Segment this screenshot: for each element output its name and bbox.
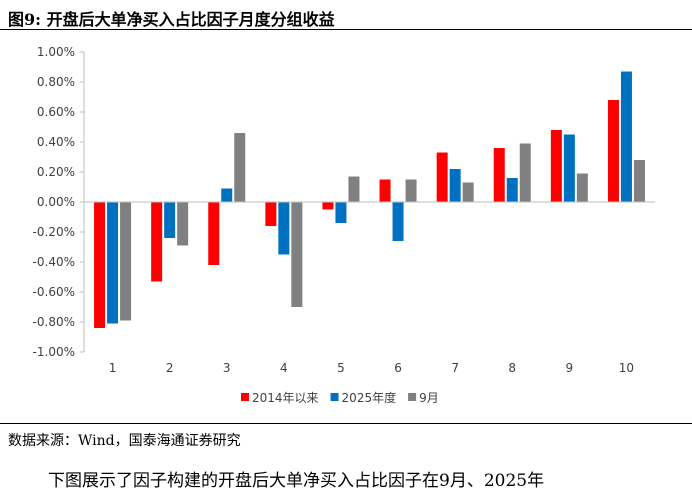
bar <box>164 202 176 238</box>
x-tick-label: 9 <box>566 361 574 375</box>
legend-swatch <box>241 393 249 401</box>
y-axis: 1.00% 0.80% 0.60% 0.40% 0.20% 0.00% -0.20% -0.4… <box>33 45 85 359</box>
bar <box>462 182 474 202</box>
y-tick-label: 0.00% <box>37 195 75 209</box>
y-tick-label: -1.00% <box>33 345 75 359</box>
x-tick-label: 3 <box>223 361 231 375</box>
x-tick-label: 1 <box>109 361 117 375</box>
data-source: 数据来源：Wind，国泰海通证券研究 <box>8 433 241 449</box>
bar <box>550 130 562 202</box>
legend-label: 2014年以来 <box>252 391 319 405</box>
bar <box>107 202 119 324</box>
bar <box>221 188 233 202</box>
body-text: 下图展示了因子构建的开盘后大单净买入占比因子在9月、2025年 <box>48 471 545 491</box>
bar <box>519 143 531 202</box>
x-tick-label: 6 <box>394 361 402 375</box>
y-tick-label: 1.00% <box>37 45 75 59</box>
bar <box>620 71 632 202</box>
bar <box>265 202 277 226</box>
x-tick-label: 4 <box>280 361 288 375</box>
bar <box>493 148 505 202</box>
x-tick-label: 2 <box>166 361 174 375</box>
bar-series <box>94 71 645 328</box>
y-tick-label: -0.60% <box>33 285 75 299</box>
bar <box>506 178 518 202</box>
bar <box>392 202 404 241</box>
legend: 2014年以来 2025年度 9月 <box>241 390 439 405</box>
x-tick-label: 5 <box>337 361 345 375</box>
legend-swatch <box>330 393 339 401</box>
y-tick-label: 0.40% <box>37 135 75 149</box>
source-divider <box>0 423 692 424</box>
y-tick-label: 0.80% <box>37 75 75 89</box>
bar <box>151 202 163 282</box>
title-divider <box>0 29 692 30</box>
legend-label: 2025年度 <box>342 390 397 405</box>
figure-label: 图9: <box>8 10 42 29</box>
x-tick-label: 10 <box>619 361 634 375</box>
y-tick-label: -0.20% <box>33 225 75 239</box>
y-tick-label: -0.80% <box>33 315 75 329</box>
bar <box>177 202 189 246</box>
bar <box>291 202 303 307</box>
bar <box>322 202 334 210</box>
bar <box>120 202 132 321</box>
bar <box>348 176 360 202</box>
bar <box>379 179 391 202</box>
bar <box>94 202 106 328</box>
x-tick-label: 7 <box>451 361 459 375</box>
bar <box>278 202 290 255</box>
x-axis: 1 2 3 4 5 6 7 8 9 10 <box>84 201 655 375</box>
bar <box>208 202 220 265</box>
bar <box>405 179 417 202</box>
chart-title: 开盘后大单净买入占比因子月度分组收益 <box>46 10 335 29</box>
figure-title: 图9: 开盘后大单净买入占比因子月度分组收益 <box>8 6 335 30</box>
bar <box>607 100 619 202</box>
x-tick-label: 8 <box>508 361 516 375</box>
y-tick-label: 0.20% <box>37 165 75 179</box>
bar <box>436 152 448 202</box>
bar-chart: 1.00% 0.80% 0.60% 0.40% 0.20% 0.00% -0.20% -0.4… <box>33 45 655 405</box>
bar <box>335 202 347 223</box>
bar <box>576 173 588 202</box>
bar <box>234 133 246 202</box>
legend-swatch <box>408 393 417 401</box>
bar <box>563 134 575 202</box>
legend-label: 9月 <box>419 391 439 405</box>
y-tick-label: -0.40% <box>33 255 75 269</box>
y-tick-label: 0.60% <box>37 105 75 119</box>
bar <box>449 169 461 202</box>
bar <box>633 160 645 202</box>
